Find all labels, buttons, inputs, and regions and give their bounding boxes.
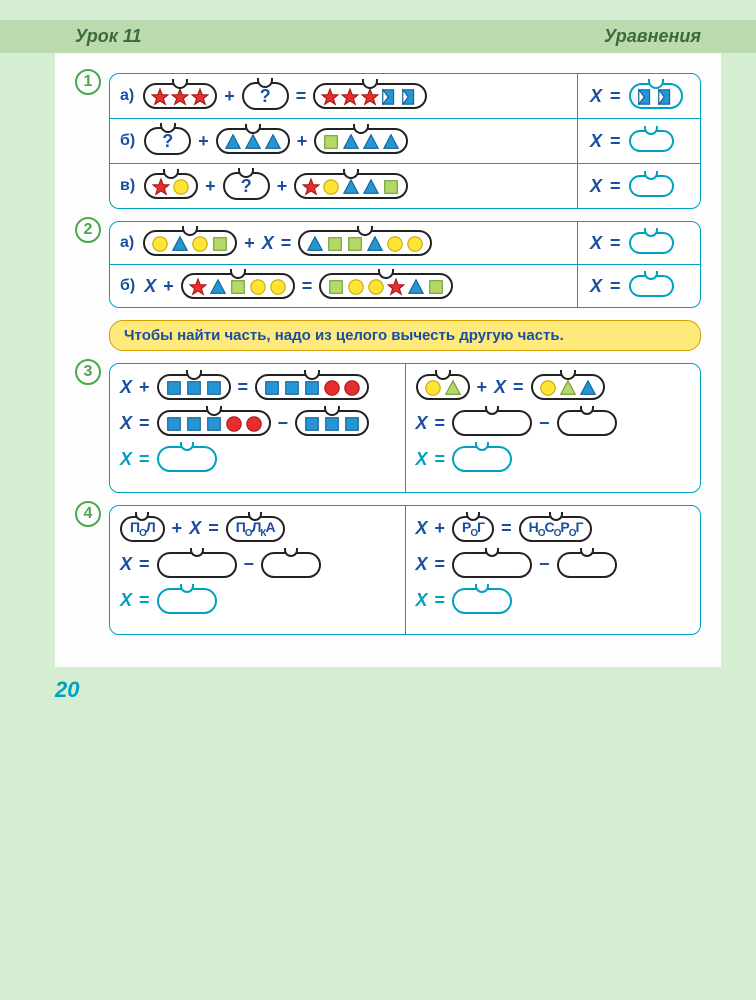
- label-v: в): [120, 177, 135, 195]
- term: [319, 273, 453, 299]
- exercise-box: X + = X = − X =: [109, 363, 701, 493]
- exercise-number: 3: [75, 359, 101, 385]
- exercise-box: ПОЛ + X = ПОЛКА X = − X =: [109, 505, 701, 635]
- answer-blank[interactable]: [452, 446, 512, 472]
- answer-term: [629, 83, 683, 109]
- term: [314, 128, 408, 154]
- exercise-box: а) + ? = X = б) ? +: [109, 73, 701, 209]
- exercise-4: 4 ПОЛ + X = ПОЛКА X = − X: [55, 505, 721, 635]
- exercise-box: а) + X = X = б) X +: [109, 221, 701, 308]
- hint-box: Чтобы найти часть, надо из целого вычест…: [109, 320, 701, 351]
- term: [294, 173, 408, 199]
- term: [295, 410, 369, 436]
- answer: X =: [590, 83, 690, 109]
- answer-blank[interactable]: [629, 275, 674, 297]
- answer-blank[interactable]: [157, 588, 217, 614]
- left-half: X + = X = − X =: [110, 364, 406, 492]
- exercise-1: 1 а) + ? = X =: [55, 73, 721, 209]
- label-b: б): [120, 132, 135, 150]
- word-term: ПОЛ: [120, 516, 165, 542]
- blank[interactable]: [452, 410, 532, 436]
- term: [298, 230, 432, 256]
- answer-blank[interactable]: [157, 446, 217, 472]
- blank[interactable]: [157, 552, 237, 578]
- row-2b: б) X + = X =: [110, 265, 700, 307]
- unknown-term: ?: [242, 82, 289, 110]
- blank[interactable]: [452, 552, 532, 578]
- topic-title: Уравнения: [604, 26, 701, 47]
- lesson-title: Урок 11: [75, 26, 142, 47]
- answer: X =: [590, 130, 690, 152]
- row-1b: б) ? + + X =: [110, 119, 700, 164]
- answer-blank[interactable]: [452, 588, 512, 614]
- term: [157, 374, 231, 400]
- word-term: НОСОРОГ: [519, 516, 593, 542]
- word-term: ПОЛКА: [226, 516, 285, 542]
- term: [143, 83, 217, 109]
- unknown-term: ?: [223, 172, 270, 200]
- blank[interactable]: [557, 552, 617, 578]
- term: [313, 83, 427, 109]
- term: [531, 374, 605, 400]
- row-1v: в) + ? + X =: [110, 164, 700, 208]
- exercise-3: 3 X + = X = − X =: [55, 363, 721, 493]
- answer-blank[interactable]: [629, 130, 674, 152]
- label-a: а): [120, 87, 134, 105]
- right-half: + X = X = − X =: [406, 364, 701, 492]
- term: [144, 173, 198, 199]
- term: [181, 273, 295, 299]
- row-1a: а) + ? = X =: [110, 74, 700, 119]
- equals-sign: =: [296, 86, 307, 107]
- blank[interactable]: [261, 552, 321, 578]
- page: Урок 11 Уравнения 1 а) + ? = X =: [55, 20, 721, 667]
- blank[interactable]: [557, 410, 617, 436]
- header: Урок 11 Уравнения: [0, 20, 756, 53]
- unknown-term: ?: [144, 127, 191, 155]
- answer-blank[interactable]: [629, 175, 674, 197]
- answer: X =: [590, 175, 690, 197]
- term: [416, 374, 470, 400]
- term: [143, 230, 237, 256]
- term: [216, 128, 290, 154]
- left-half: ПОЛ + X = ПОЛКА X = − X =: [110, 506, 406, 634]
- word-term: РОГ: [452, 516, 494, 542]
- term: [157, 410, 271, 436]
- exercise-number: 1: [75, 69, 101, 95]
- plus-sign: +: [224, 86, 235, 107]
- answer-blank[interactable]: [629, 232, 674, 254]
- exercise-number: 4: [75, 501, 101, 527]
- exercise-2: 2 а) + X = X = б): [55, 221, 721, 308]
- row-2a: а) + X = X =: [110, 222, 700, 265]
- term: [255, 374, 369, 400]
- exercise-number: 2: [75, 217, 101, 243]
- right-half: X + РОГ = НОСОРОГ X = − X =: [406, 506, 701, 634]
- page-number: 20: [55, 677, 756, 718]
